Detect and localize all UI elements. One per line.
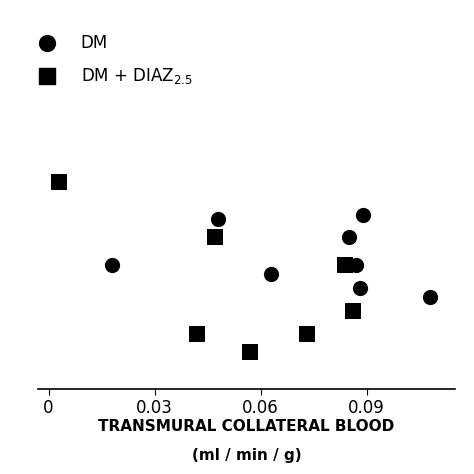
- Point: [214, 215, 222, 223]
- Point: [356, 284, 364, 292]
- Text: DM: DM: [81, 34, 108, 52]
- Point: [303, 330, 310, 337]
- Text: TRANSMURAL COLLATERAL BLOOD: TRANSMURAL COLLATERAL BLOOD: [99, 419, 394, 434]
- Point: [55, 179, 63, 186]
- Point: [211, 234, 219, 241]
- Point: [352, 261, 360, 269]
- Text: (ml / min / g): (ml / min / g): [191, 447, 301, 463]
- Point: [345, 234, 353, 241]
- Point: [342, 261, 349, 269]
- Point: [109, 261, 116, 269]
- Point: [267, 270, 275, 278]
- Point: [349, 307, 356, 315]
- Point: [44, 39, 51, 46]
- Point: [427, 293, 434, 301]
- Text: DM + DIAZ$_{2.5}$: DM + DIAZ$_{2.5}$: [81, 66, 192, 86]
- Point: [246, 348, 254, 356]
- Point: [193, 330, 201, 337]
- Point: [359, 211, 367, 219]
- Point: [44, 72, 51, 80]
